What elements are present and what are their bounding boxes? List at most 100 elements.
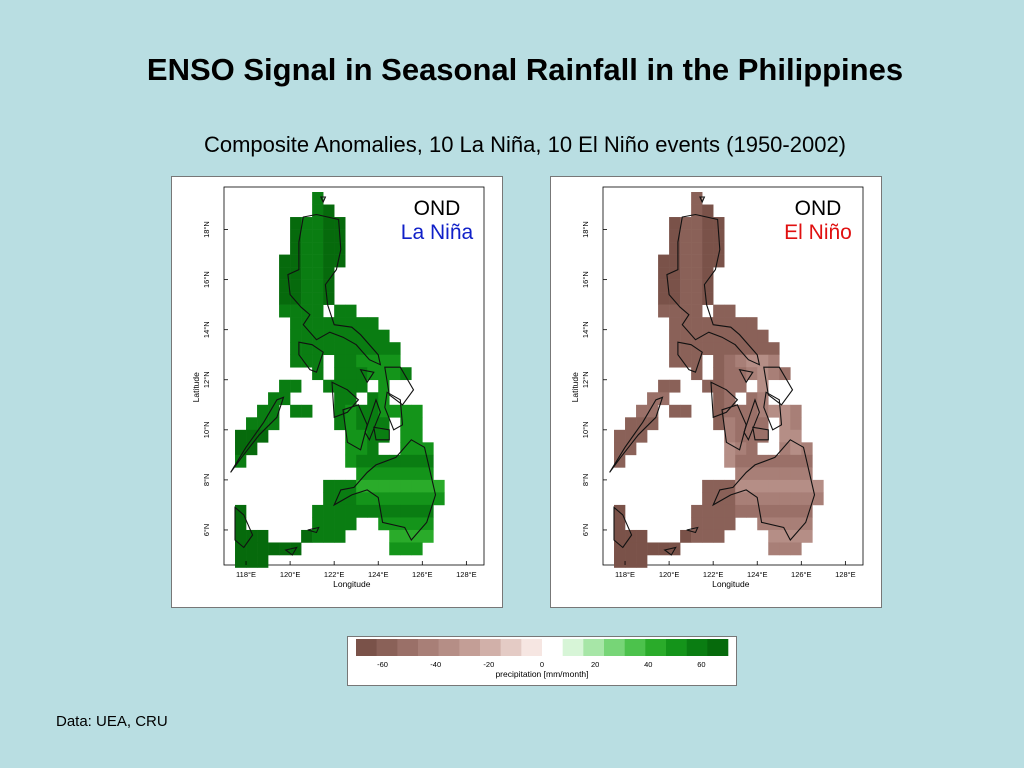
grid-cell: [411, 454, 423, 468]
grid-cell: [779, 542, 791, 556]
coastline: [307, 526, 320, 534]
grid-cell: [658, 279, 670, 293]
grid-cell: [323, 292, 335, 305]
grid-cell: [389, 479, 401, 493]
grid-cell: [378, 329, 390, 343]
grid-cell: [691, 504, 703, 518]
grid-cell: [669, 292, 681, 305]
grid-cell: [801, 442, 813, 456]
grid-cell: [691, 354, 703, 368]
grid-cell: [290, 242, 302, 255]
grid-cell: [768, 467, 780, 481]
grid-cell: [411, 529, 423, 543]
grid-cell: [790, 542, 802, 556]
grid-cell: [323, 229, 335, 243]
grid-cell: [312, 504, 324, 518]
grid-cell: [669, 242, 681, 255]
grid-cell: [702, 267, 714, 280]
grid-cell: [768, 529, 780, 543]
grid-cell: [356, 342, 368, 356]
grid-cell: [713, 304, 725, 318]
grid-cell: [779, 417, 791, 431]
colorbar-swatch: [376, 639, 398, 656]
colorbar-swatch: [562, 639, 584, 656]
grid-cell: [345, 367, 357, 381]
grid-cell: [345, 429, 357, 443]
grid-cell: [411, 467, 423, 481]
x-tick-label: 122°E: [703, 570, 724, 579]
x-tick-label: 120°E: [659, 570, 680, 579]
grid-cell: [334, 317, 346, 330]
grid-cell: [323, 329, 335, 343]
x-tick-label: 128°E: [456, 570, 477, 579]
y-tick-label: 18°N: [202, 221, 211, 238]
grid-cell: [345, 342, 357, 356]
grid-cell: [768, 479, 780, 493]
colorbar-swatch: [521, 639, 543, 656]
grid-cell: [345, 379, 357, 393]
grid-cell: [345, 317, 357, 330]
grid-cell: [367, 454, 379, 468]
grid-cell: [790, 504, 802, 518]
grid-cell: [658, 267, 670, 280]
grid-cell: [735, 404, 747, 418]
grid-cell: [757, 329, 769, 343]
grid-cell: [702, 279, 714, 293]
grid-cell: [757, 492, 769, 506]
grid-cell: [279, 279, 291, 293]
grid-cell: [669, 317, 681, 330]
grid-cell: [812, 479, 824, 493]
coastlines: [230, 196, 437, 556]
grid-cell: [345, 329, 357, 343]
grid-cell: [323, 379, 335, 393]
coastline: [752, 426, 769, 441]
grid-cell: [334, 417, 346, 431]
grid-cell: [279, 267, 291, 280]
grid-cell: [680, 292, 692, 305]
grid-cell: [290, 329, 302, 343]
grid-cell: [757, 479, 769, 493]
grid-cell: [400, 504, 412, 518]
grid-cell: [312, 367, 324, 381]
grid-cell: [290, 267, 302, 280]
panel-label-la-nina: OND La Niña: [382, 197, 492, 245]
x-tick-label: 120°E: [280, 570, 301, 579]
x-axis-label: Longitude: [712, 579, 750, 589]
colorbar-tick-label: -40: [430, 660, 441, 669]
grid-cell: [367, 317, 379, 330]
grid-cell: [378, 454, 390, 468]
grid-cell: [735, 454, 747, 468]
grid-cell: [724, 379, 736, 393]
grid-cell: [378, 429, 390, 443]
grid-cell: [680, 229, 692, 243]
colorbar-label: precipitation [mm/month]: [495, 669, 588, 679]
grid-cell: [257, 404, 269, 418]
grid-cell: [290, 317, 302, 330]
y-tick-label: 8°N: [581, 474, 590, 487]
grid-cell: [691, 192, 703, 205]
grid-cell: [636, 404, 648, 418]
grid-cell: [614, 554, 626, 568]
grid-cell: [411, 542, 423, 556]
grid-cell: [669, 342, 681, 356]
grid-cell: [658, 392, 670, 406]
grid-cell: [669, 354, 681, 368]
grid-cell: [713, 217, 725, 230]
grid-cell: [389, 354, 401, 368]
grid-cell: [702, 529, 714, 543]
grid-cell: [400, 404, 412, 418]
grid-cell: [312, 217, 324, 230]
coastline: [666, 213, 761, 366]
grid-cell: [724, 429, 736, 443]
grid-cell: [658, 292, 670, 305]
grid-cell: [702, 242, 714, 255]
colorbar-swatch: [438, 639, 460, 656]
coastline: [738, 368, 754, 384]
grid-cell: [356, 379, 368, 393]
grid-cell: [779, 529, 791, 543]
grid-cell: [400, 492, 412, 506]
grid-cell: [713, 342, 725, 356]
grid-cell: [790, 429, 802, 443]
grid-cell: [411, 479, 423, 493]
grid-cell: [702, 517, 714, 531]
